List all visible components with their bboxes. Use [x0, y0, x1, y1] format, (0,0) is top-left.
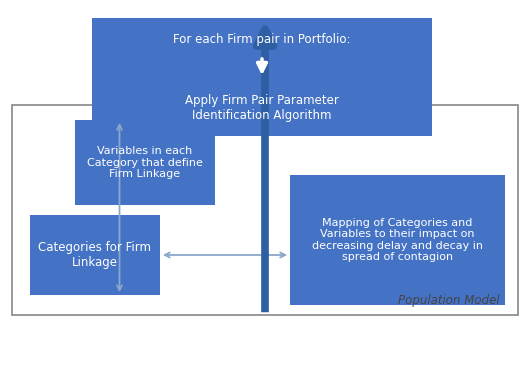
- Text: Population Model: Population Model: [399, 294, 500, 307]
- Text: For each Firm pair in Portfolio:: For each Firm pair in Portfolio:: [173, 34, 351, 46]
- Bar: [290, 175, 505, 305]
- Text: Mapping of Categories and
Variables to their impact on
decreasing delay and deca: Mapping of Categories and Variables to t…: [312, 218, 483, 262]
- Bar: [75, 120, 215, 205]
- Bar: [12, 105, 518, 315]
- Bar: [92, 18, 432, 136]
- Text: Categories for Firm
Linkage: Categories for Firm Linkage: [39, 241, 152, 269]
- Text: Apply Firm Pair Parameter
Identification Algorithm: Apply Firm Pair Parameter Identification…: [185, 94, 339, 122]
- Text: Variables in each
Category that define
Firm Linkage: Variables in each Category that define F…: [87, 146, 203, 179]
- Bar: [30, 215, 160, 295]
